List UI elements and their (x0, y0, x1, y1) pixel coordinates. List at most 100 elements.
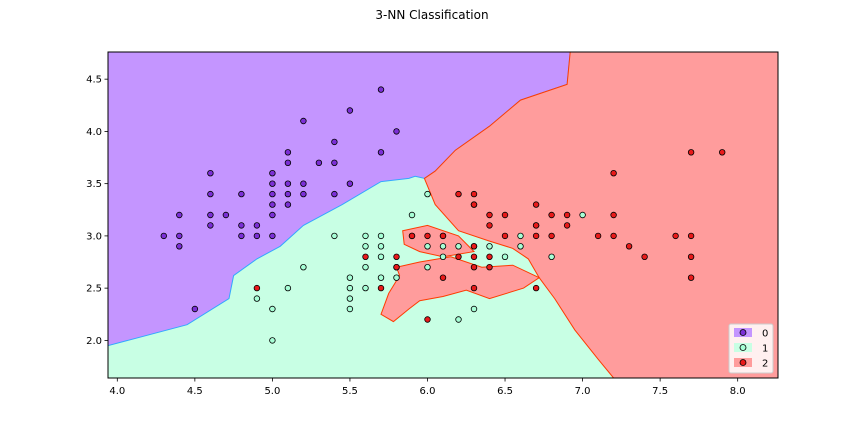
point-class-1 (362, 284, 369, 292)
legend: 0 1 2 (728, 323, 774, 374)
point-class-2 (424, 232, 431, 240)
x-tick-label: 8.0 (730, 386, 746, 397)
point-class-0 (300, 180, 307, 187)
point-class-2 (563, 222, 571, 229)
y-tick-label: 4.5 (86, 75, 102, 86)
chart-title: 3-NN Classification (375, 8, 488, 22)
point-class-2 (594, 232, 602, 240)
point-class-2 (532, 222, 540, 229)
point-class-1 (269, 305, 276, 313)
point-class-2 (486, 222, 493, 229)
point-class-2 (486, 211, 493, 219)
point-class-2 (424, 316, 431, 323)
point-class-2 (470, 201, 478, 208)
plot-area (108, 52, 778, 378)
point-class-0 (207, 169, 214, 177)
point-class-0 (269, 201, 276, 208)
point-class-1 (362, 232, 369, 240)
point-class-0 (331, 138, 338, 146)
point-class-2 (470, 190, 478, 198)
point-class-0 (160, 232, 167, 240)
point-class-0 (269, 169, 276, 177)
point-class-0 (269, 190, 276, 198)
point-class-0 (346, 107, 354, 114)
point-class-2 (377, 284, 385, 292)
point-class-2 (687, 149, 695, 156)
point-class-0 (284, 149, 292, 156)
point-class-0 (269, 180, 276, 187)
point-class-2 (393, 264, 400, 271)
point-class-2 (439, 274, 447, 281)
point-class-2 (610, 169, 617, 177)
point-class-1 (424, 243, 431, 250)
point-class-1 (346, 274, 354, 281)
point-class-0 (331, 190, 338, 198)
point-class-0 (393, 128, 400, 135)
legend-marker-1 (739, 344, 747, 351)
point-class-1 (300, 264, 307, 271)
point-class-0 (284, 159, 292, 166)
point-class-1 (253, 295, 261, 302)
point-class-1 (408, 211, 416, 219)
point-class-2 (548, 232, 555, 240)
y-tick-label: 2.0 (86, 336, 102, 347)
y-tick-label: 4.0 (86, 127, 102, 138)
x-tick-label: 7.5 (652, 386, 668, 397)
point-class-1 (377, 253, 385, 260)
point-class-2 (362, 253, 369, 260)
point-class-1 (439, 243, 447, 250)
point-class-0 (300, 117, 307, 125)
y-tick-label: 2.5 (86, 284, 102, 295)
point-class-2 (501, 211, 509, 219)
point-class-1 (579, 211, 586, 219)
point-class-2 (563, 211, 571, 219)
point-class-2 (455, 253, 462, 260)
point-class-0 (269, 211, 276, 219)
point-class-1 (331, 232, 338, 240)
point-class-1 (269, 337, 276, 344)
point-class-0 (207, 211, 214, 219)
x-tick-label: 6.5 (497, 386, 513, 397)
point-class-1 (362, 243, 369, 250)
point-class-0 (238, 222, 245, 229)
point-class-0 (207, 222, 214, 229)
point-class-2 (672, 232, 679, 240)
point-class-1 (424, 190, 431, 198)
point-class-2 (610, 232, 617, 240)
y-axis: 2.0 2.5 3.0 3.5 4.0 4.5 (86, 75, 108, 347)
point-class-0 (315, 159, 323, 166)
point-class-1 (377, 232, 385, 240)
point-class-0 (377, 86, 385, 93)
point-class-0 (269, 232, 276, 240)
point-class-2 (532, 284, 540, 292)
point-class-1 (517, 232, 524, 240)
point-class-1 (393, 274, 400, 281)
point-class-1 (377, 274, 385, 281)
point-class-1 (377, 243, 385, 250)
point-class-0 (238, 190, 245, 198)
y-tick-label: 3.0 (86, 231, 102, 242)
y-tick-label: 3.5 (86, 179, 102, 190)
x-tick-label: 4.0 (109, 386, 125, 397)
point-class-1 (439, 253, 447, 260)
point-class-0 (176, 243, 183, 250)
point-class-1 (455, 316, 462, 323)
legend-label-2: 2 (762, 359, 768, 370)
class-2-region (380, 256, 541, 323)
point-class-1 (346, 284, 354, 292)
point-class-1 (455, 243, 462, 250)
legend-label-1: 1 (762, 344, 768, 355)
point-class-2 (687, 253, 695, 260)
class-2-region (423, 52, 778, 378)
point-class-2 (501, 232, 509, 240)
point-class-0 (222, 211, 230, 219)
point-class-2 (548, 211, 555, 219)
point-class-1 (501, 253, 509, 260)
x-axis: 4.0 4.5 5.0 5.5 6.0 6.5 7.0 7.5 8.0 (109, 378, 746, 397)
point-class-2 (625, 243, 633, 250)
point-class-2 (439, 232, 447, 240)
point-class-2 (470, 243, 478, 250)
point-class-0 (377, 149, 385, 156)
point-class-1 (346, 295, 354, 302)
point-class-2 (253, 284, 261, 292)
